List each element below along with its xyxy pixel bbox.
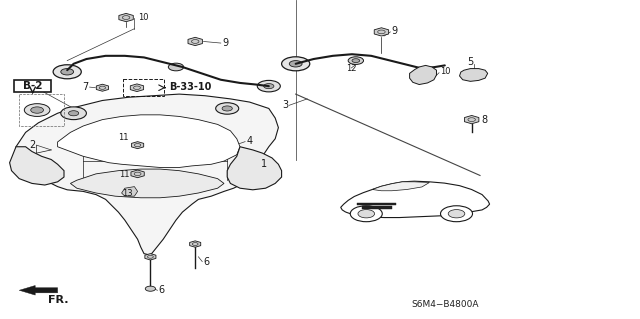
Circle shape [61,69,74,75]
Circle shape [350,206,382,222]
Circle shape [257,80,280,92]
Text: 10: 10 [138,13,148,22]
Polygon shape [410,65,436,85]
Polygon shape [19,286,58,295]
Polygon shape [122,187,138,196]
Text: FR.: FR. [48,295,68,305]
Polygon shape [189,241,201,247]
Circle shape [68,111,79,116]
Circle shape [352,59,360,63]
Text: 1: 1 [261,159,268,169]
Polygon shape [372,182,429,191]
Text: S6M4−B4800A: S6M4−B4800A [411,300,479,309]
Text: 2: 2 [29,140,35,150]
Circle shape [168,63,184,71]
Text: 5: 5 [467,57,474,67]
Polygon shape [16,94,278,255]
Polygon shape [145,254,156,260]
Circle shape [420,73,426,77]
Text: 8: 8 [481,115,488,125]
Polygon shape [131,84,143,92]
Text: 7: 7 [82,82,88,92]
Circle shape [24,104,50,116]
FancyBboxPatch shape [14,80,51,92]
Text: 10: 10 [440,67,451,76]
Text: B-33-10: B-33-10 [170,82,212,92]
Polygon shape [131,142,144,149]
Text: 9: 9 [392,26,398,36]
Text: 11: 11 [118,133,129,142]
Text: 6: 6 [204,256,210,267]
Circle shape [358,210,374,218]
Circle shape [21,160,49,174]
Polygon shape [96,84,109,91]
Text: 9: 9 [223,38,229,48]
Circle shape [61,107,86,120]
Circle shape [145,286,156,291]
Polygon shape [460,69,488,81]
Circle shape [53,65,81,79]
Circle shape [264,84,274,89]
Circle shape [222,106,232,111]
Polygon shape [188,37,202,46]
Polygon shape [227,147,282,190]
Polygon shape [58,115,240,167]
Polygon shape [70,169,224,198]
Polygon shape [357,203,396,205]
Text: 13: 13 [122,189,132,198]
Circle shape [348,57,364,64]
Text: 4: 4 [246,136,253,146]
Circle shape [239,164,267,178]
Polygon shape [374,28,388,36]
Circle shape [29,163,42,170]
Text: B-2: B-2 [23,81,42,91]
Circle shape [289,61,302,67]
Circle shape [282,57,310,71]
Circle shape [246,167,259,174]
Text: 3: 3 [282,100,288,110]
Polygon shape [362,206,392,209]
Circle shape [216,103,239,114]
Polygon shape [131,170,144,178]
Polygon shape [465,115,479,124]
Text: 12: 12 [346,64,356,73]
Circle shape [448,210,465,218]
Polygon shape [10,147,64,185]
Polygon shape [119,13,133,22]
Circle shape [440,206,472,222]
Text: 6: 6 [159,285,165,295]
Circle shape [31,107,44,113]
Polygon shape [340,181,490,218]
Circle shape [415,71,431,79]
Text: 11: 11 [119,170,129,179]
